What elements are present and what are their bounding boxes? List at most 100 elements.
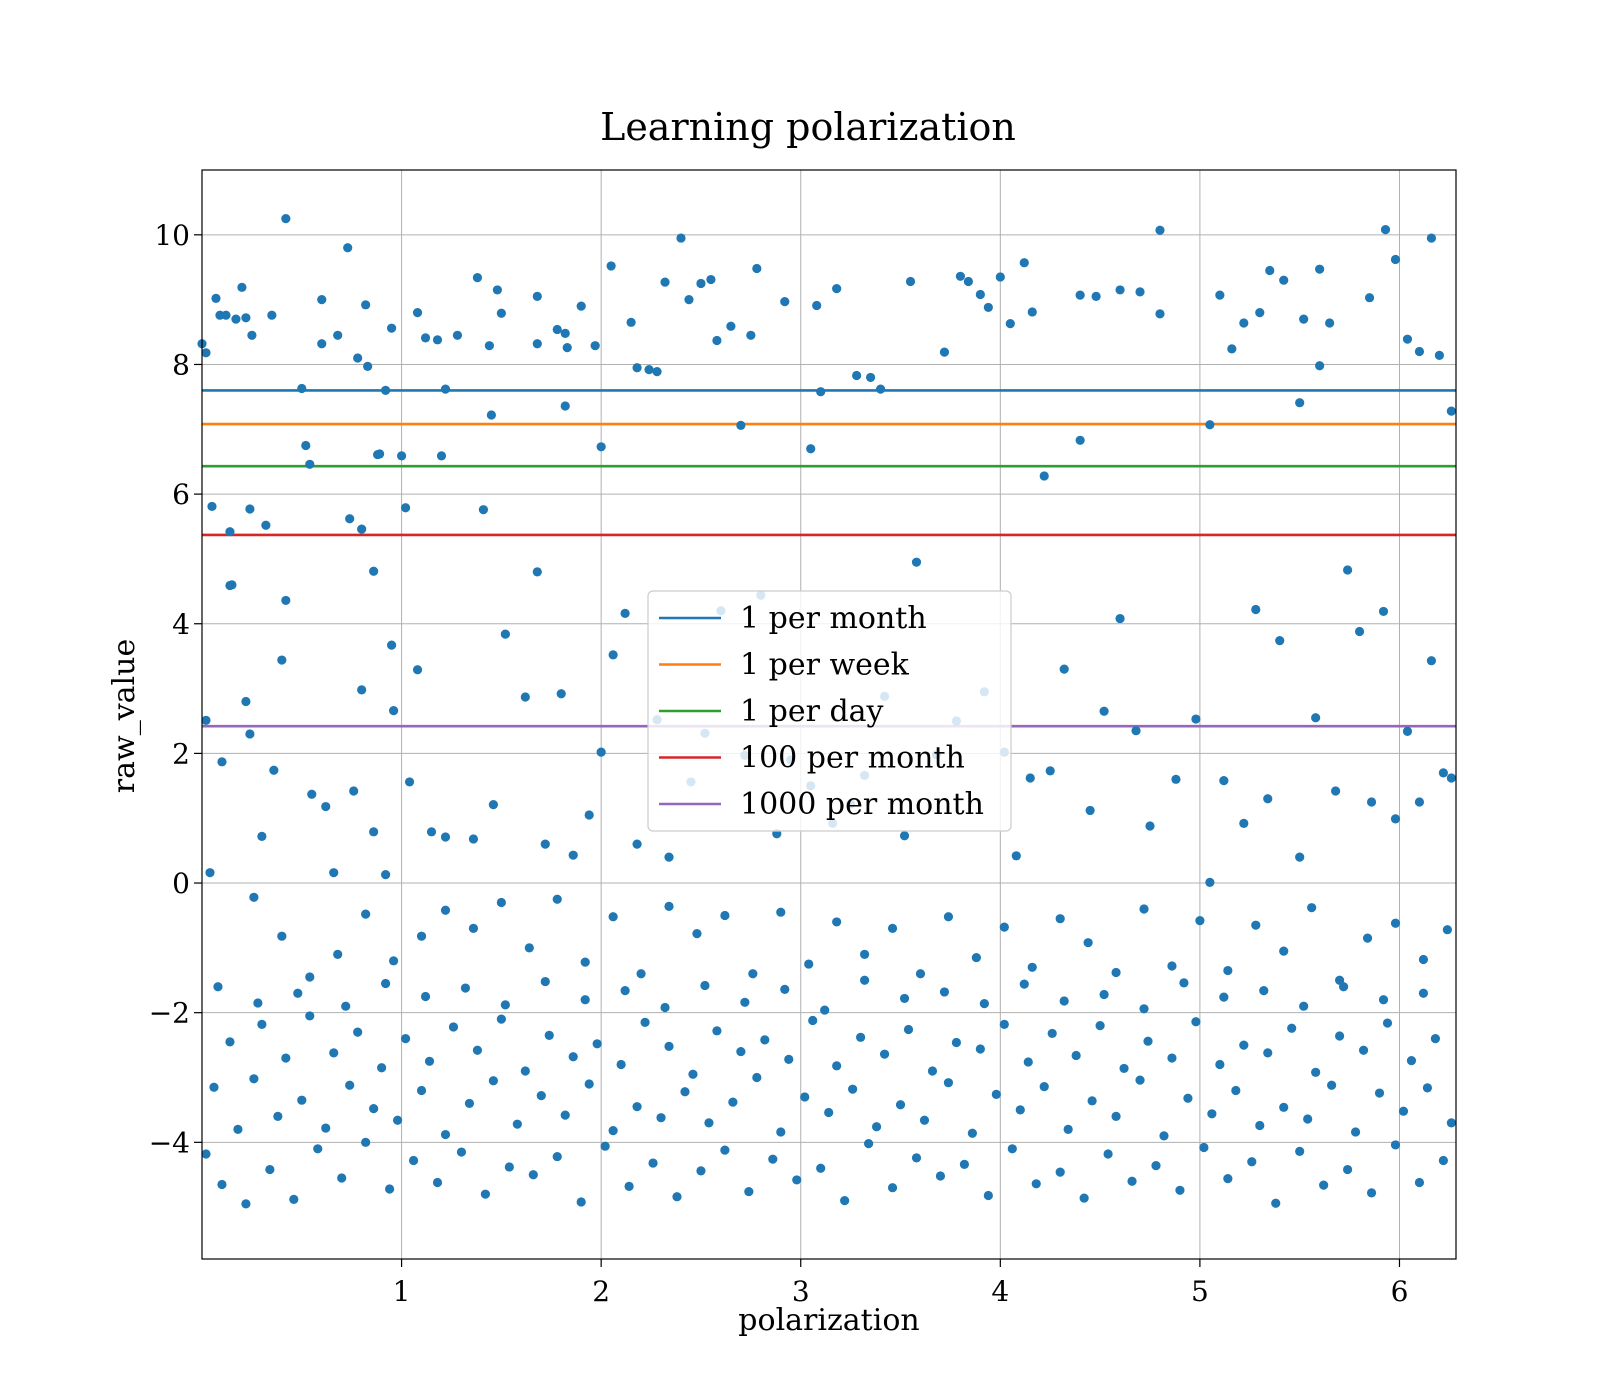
scatter-point bbox=[412, 308, 423, 318]
x-tick-label: 5 bbox=[1191, 1275, 1209, 1308]
scatter-point bbox=[486, 410, 496, 420]
scatter-point bbox=[221, 310, 231, 320]
scatter-point bbox=[806, 444, 816, 454]
scatter-point bbox=[261, 520, 271, 530]
scatter-point bbox=[387, 323, 397, 333]
scatter-point bbox=[1205, 877, 1215, 887]
scatter-point bbox=[1055, 914, 1065, 924]
scatter-point bbox=[632, 1102, 642, 1112]
scatter-point bbox=[231, 314, 241, 324]
reference-lines bbox=[202, 389, 1456, 728]
scatter-point bbox=[1205, 420, 1215, 430]
scatter-point bbox=[396, 451, 407, 461]
scatter-point bbox=[824, 1107, 834, 1118]
scatter-point bbox=[1151, 1161, 1161, 1171]
scatter-point bbox=[1263, 1048, 1273, 1058]
scatter-point bbox=[464, 1098, 475, 1109]
scatter-point bbox=[1362, 933, 1373, 943]
scatter-point bbox=[752, 263, 762, 274]
scatter-point bbox=[1414, 1177, 1425, 1188]
scatter-point bbox=[253, 998, 263, 1008]
scatter-point bbox=[217, 757, 227, 767]
scatter-point bbox=[780, 984, 790, 994]
scatter-point bbox=[233, 1124, 243, 1134]
scatter-point bbox=[1299, 1001, 1309, 1011]
scatter-point bbox=[1239, 1040, 1249, 1050]
scatter-point bbox=[1111, 1111, 1121, 1121]
scatter-point bbox=[780, 296, 790, 307]
scatter-point bbox=[1398, 1106, 1409, 1116]
scatter-point bbox=[1015, 1105, 1025, 1115]
scatter-point bbox=[776, 1127, 786, 1137]
scatter-point bbox=[1251, 920, 1261, 930]
scatter-point bbox=[808, 1015, 818, 1026]
scatter-point bbox=[959, 1159, 969, 1169]
scatter-point bbox=[281, 1053, 291, 1063]
scatter-point bbox=[381, 385, 391, 395]
scatter-point bbox=[1325, 318, 1335, 328]
y-tick-label: 10 bbox=[154, 219, 190, 252]
y-tick-label: 4 bbox=[172, 608, 190, 641]
scatter-point bbox=[480, 1189, 491, 1199]
scatter-point bbox=[408, 1155, 419, 1166]
scatter-point bbox=[420, 333, 431, 343]
scatter-point bbox=[1031, 1179, 1041, 1189]
scatter-point bbox=[247, 330, 257, 340]
scatter-point bbox=[712, 1026, 722, 1036]
scatter-point bbox=[404, 777, 415, 787]
scatter-point bbox=[1025, 773, 1035, 783]
scatter-point bbox=[935, 1171, 946, 1181]
scatter-point bbox=[1039, 471, 1049, 481]
scatter-point bbox=[995, 272, 1005, 282]
scatter-point bbox=[492, 285, 502, 295]
scatter-point bbox=[1027, 962, 1037, 972]
scatter-point bbox=[706, 274, 716, 285]
scatter-point bbox=[875, 384, 886, 394]
plot-frame bbox=[201, 169, 1457, 1260]
scatter-point bbox=[209, 1082, 219, 1092]
scatter-point bbox=[329, 868, 339, 878]
scatter-point bbox=[1119, 1063, 1129, 1074]
scatter-point bbox=[556, 689, 566, 699]
scatter-point bbox=[257, 831, 267, 841]
scatter-point bbox=[1179, 978, 1189, 988]
scatter-point bbox=[1055, 1167, 1065, 1177]
scatter-point bbox=[720, 1145, 730, 1155]
scatter-point bbox=[1007, 1144, 1017, 1154]
scatter-point bbox=[201, 715, 211, 725]
scatter-point bbox=[911, 557, 922, 567]
scatter-point bbox=[899, 993, 910, 1004]
scatter-point bbox=[600, 1141, 610, 1151]
legend-label: 1 per day bbox=[740, 694, 884, 729]
scatter-point bbox=[696, 278, 706, 289]
scatter-point bbox=[1446, 1118, 1456, 1128]
y-tick-label: 0 bbox=[172, 867, 190, 900]
scatter-point bbox=[341, 1001, 351, 1011]
scatter-point bbox=[456, 1147, 467, 1157]
scatter-point bbox=[484, 341, 494, 351]
scatter-point bbox=[432, 1177, 443, 1188]
scatter-point bbox=[704, 1118, 714, 1128]
scatter-point bbox=[1366, 1188, 1377, 1198]
scatter-point bbox=[1358, 1045, 1369, 1055]
scatter-point bbox=[1327, 1080, 1337, 1090]
scatter-point bbox=[1311, 1067, 1321, 1077]
scatter-point bbox=[1390, 254, 1401, 265]
scatter-point bbox=[1239, 318, 1249, 328]
x-tick-label: 3 bbox=[792, 1275, 810, 1308]
scatter-point bbox=[1231, 1085, 1241, 1096]
scatter-point bbox=[353, 1027, 363, 1037]
scatter-point bbox=[672, 1192, 682, 1202]
scatter-point bbox=[1023, 1057, 1033, 1067]
scatter-point bbox=[606, 261, 616, 271]
scatter-point bbox=[676, 233, 686, 243]
scatter-point bbox=[911, 1153, 922, 1163]
scatter-point bbox=[329, 1048, 339, 1058]
scatter-point bbox=[1382, 1018, 1393, 1028]
scatter-point bbox=[1159, 1131, 1169, 1141]
scatter-point bbox=[496, 308, 506, 318]
scatter-point bbox=[568, 850, 578, 860]
scatter-point bbox=[361, 300, 371, 310]
scatter-point bbox=[580, 957, 590, 967]
scatter-point bbox=[225, 527, 235, 537]
